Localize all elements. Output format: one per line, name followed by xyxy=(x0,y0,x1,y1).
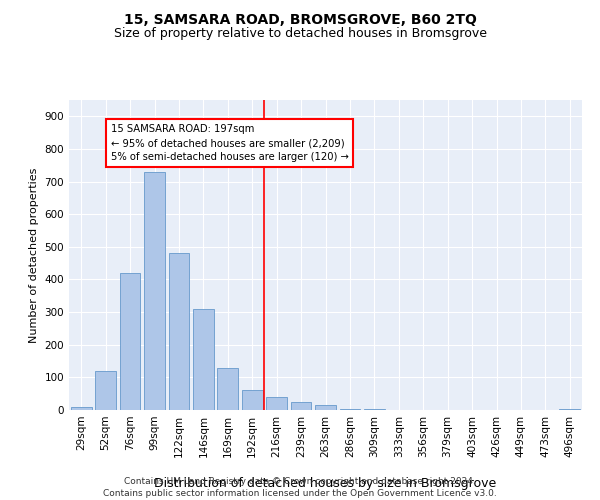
Bar xyxy=(71,406,92,410)
Text: Distribution of detached houses by size in Bromsgrove: Distribution of detached houses by size … xyxy=(154,477,497,490)
Bar xyxy=(144,172,165,410)
Bar xyxy=(169,254,190,410)
Bar xyxy=(340,409,361,410)
Bar xyxy=(266,397,287,410)
Text: Size of property relative to detached houses in Bromsgrove: Size of property relative to detached ho… xyxy=(113,28,487,40)
Bar xyxy=(193,309,214,410)
Text: Contains HM Land Registry data © Crown copyright and database right 2024.
Contai: Contains HM Land Registry data © Crown c… xyxy=(103,476,497,498)
Text: 15 SAMSARA ROAD: 197sqm
← 95% of detached houses are smaller (2,209)
5% of semi-: 15 SAMSARA ROAD: 197sqm ← 95% of detache… xyxy=(110,124,349,162)
Bar xyxy=(242,390,263,410)
Bar xyxy=(364,409,385,410)
Bar xyxy=(217,368,238,410)
Bar xyxy=(290,402,311,410)
Y-axis label: Number of detached properties: Number of detached properties xyxy=(29,168,39,342)
Bar xyxy=(95,371,116,410)
Text: 15, SAMSARA ROAD, BROMSGROVE, B60 2TQ: 15, SAMSARA ROAD, BROMSGROVE, B60 2TQ xyxy=(124,12,476,26)
Bar xyxy=(119,273,140,410)
Bar xyxy=(315,405,336,410)
